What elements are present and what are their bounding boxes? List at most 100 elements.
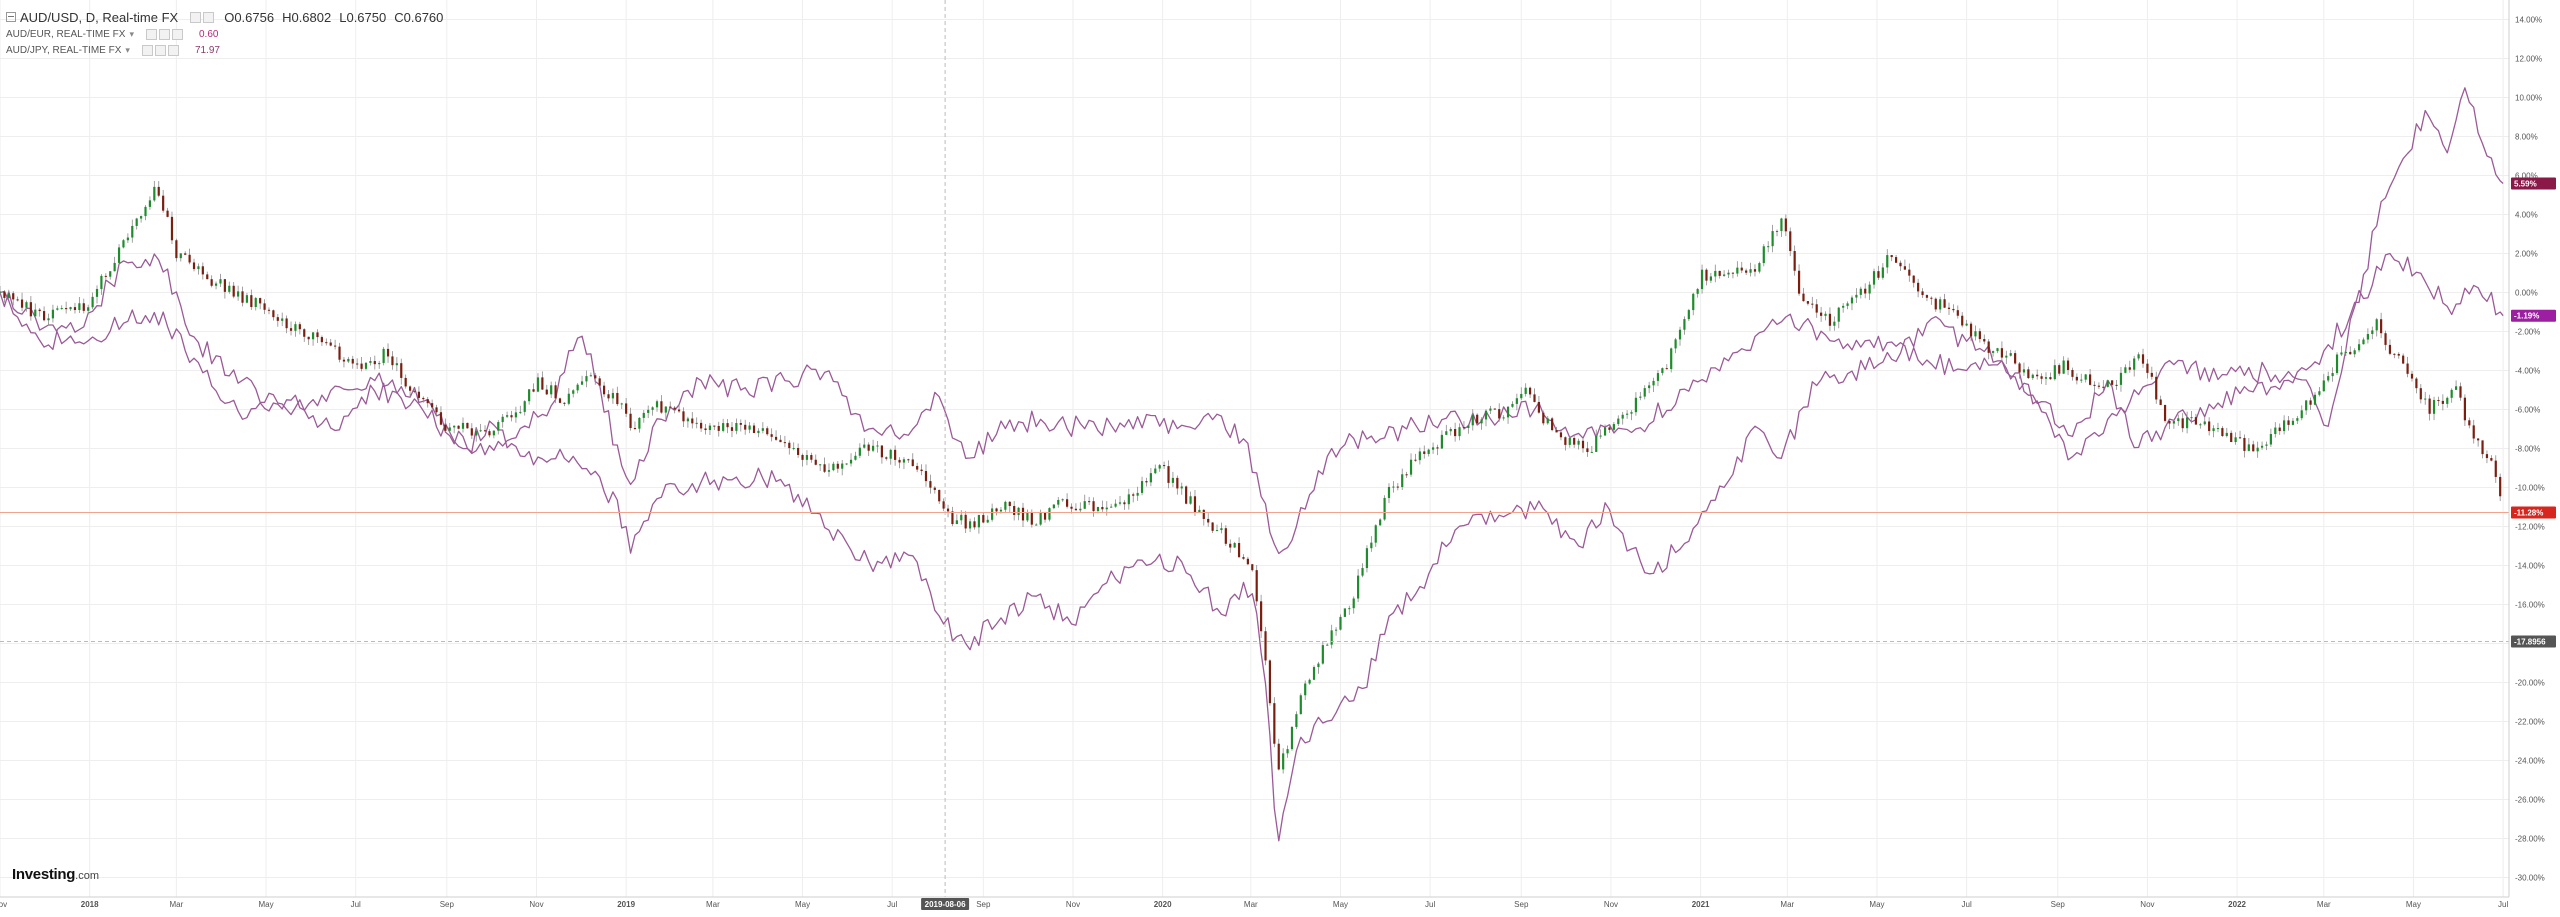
candle-body xyxy=(1348,608,1351,610)
candle-body xyxy=(214,283,218,286)
candle-body xyxy=(1648,385,1651,389)
remove-square-icon[interactable] xyxy=(172,28,183,40)
candle-body xyxy=(2159,399,2162,405)
candle-body xyxy=(1983,339,1986,342)
x-tick-label: May xyxy=(1869,900,1884,909)
overlay-layer xyxy=(0,0,2509,897)
candle-body xyxy=(849,459,853,464)
x-tick-label: 2022 xyxy=(2228,900,2246,909)
candle-body xyxy=(1864,288,1867,294)
candle-body xyxy=(2362,339,2365,345)
candle-body xyxy=(360,363,363,369)
candle-body xyxy=(594,375,597,379)
candle-body xyxy=(2384,333,2387,345)
candle-body xyxy=(2168,420,2171,424)
candle-body xyxy=(955,520,958,525)
candle-body xyxy=(2459,386,2462,398)
candle-body xyxy=(691,418,694,424)
candle-body xyxy=(1850,297,1854,304)
settings-square-icon[interactable] xyxy=(146,28,157,40)
candle-body xyxy=(704,428,707,431)
candle-body xyxy=(2097,385,2101,387)
candle-body xyxy=(1193,496,1197,513)
candle-body xyxy=(664,406,667,413)
candle-body xyxy=(453,425,456,428)
legend-overlay-eur[interactable]: AUD/EUR, REAL-TIME FX ▾ 0.60 xyxy=(6,26,451,42)
candle-body xyxy=(1308,679,1311,684)
candle-body xyxy=(2221,428,2224,436)
candle-body xyxy=(1215,530,1219,532)
candle-body xyxy=(1180,486,1183,489)
hide-square-icon[interactable] xyxy=(203,11,215,23)
y-tick-label: -28.00% xyxy=(2515,835,2545,844)
candle-body xyxy=(2137,354,2140,359)
candle-body xyxy=(2066,360,2070,370)
candle-body xyxy=(611,392,615,399)
candle-body xyxy=(1908,269,1911,276)
candle-body xyxy=(801,454,804,460)
candle-body xyxy=(2468,420,2471,426)
candle-body xyxy=(2432,399,2436,414)
candle-body xyxy=(1551,418,1554,431)
candle-body xyxy=(1189,496,1192,504)
hide-square-icon[interactable] xyxy=(154,44,166,56)
candle-body xyxy=(2216,428,2220,430)
candle-body xyxy=(1723,274,1726,276)
candle-body xyxy=(0,291,2,293)
candle-body xyxy=(1736,267,1739,274)
chevron-down-icon[interactable]: ▾ xyxy=(129,28,134,39)
candle-body xyxy=(166,210,169,217)
candle-body xyxy=(1621,414,1624,419)
y-tick-label: -14.00% xyxy=(2515,562,2545,571)
candle-body xyxy=(1833,321,1836,326)
candle-body xyxy=(1418,451,1421,461)
candle-body xyxy=(1718,270,1721,276)
candle-body xyxy=(2375,319,2378,331)
candle-body xyxy=(1793,251,1796,271)
remove-square-icon[interactable] xyxy=(167,44,179,56)
y-tick-label: -24.00% xyxy=(2515,757,2545,766)
x-tick-label: Jul xyxy=(351,900,361,909)
candle-body xyxy=(1590,451,1593,453)
candle-body xyxy=(814,459,817,465)
candle-body xyxy=(1789,231,1792,252)
candle-body xyxy=(2477,438,2480,441)
candle-body xyxy=(1114,503,1117,507)
collapse-toggle-icon[interactable] xyxy=(6,12,16,22)
settings-square-icon[interactable] xyxy=(190,11,202,23)
candle-body xyxy=(1802,293,1805,302)
chevron-down-icon[interactable]: ▾ xyxy=(125,44,130,55)
candle-body xyxy=(889,449,892,459)
candle-body xyxy=(1489,408,1492,411)
candle-body xyxy=(2111,380,2114,385)
candle-body xyxy=(2318,391,2321,395)
candle-body xyxy=(1260,601,1263,632)
candle-body xyxy=(1088,501,1091,503)
candle-body xyxy=(2450,389,2453,398)
candle-body xyxy=(991,508,994,520)
candle-body xyxy=(2335,354,2339,374)
candle-body xyxy=(1092,501,1095,512)
candle-body xyxy=(880,445,883,458)
candle-body xyxy=(717,425,720,431)
hide-square-icon[interactable] xyxy=(159,28,170,40)
candle-body xyxy=(700,422,703,429)
candle-body xyxy=(885,457,888,459)
candle-body xyxy=(126,237,129,241)
candle-body xyxy=(1696,289,1699,294)
candle-body xyxy=(117,247,121,263)
legend-overlay-jpy[interactable]: AUD/JPY, REAL-TIME FX ▾ 71.97 xyxy=(6,42,451,58)
candle-body xyxy=(1079,508,1082,511)
candle-body xyxy=(929,481,932,488)
candle-body xyxy=(1048,508,1051,520)
candle-body xyxy=(104,275,107,277)
settings-square-icon[interactable] xyxy=(141,44,153,56)
candle-body xyxy=(2344,351,2347,353)
candle-body xyxy=(1626,413,1629,415)
candle-body xyxy=(1820,312,1823,316)
candle-body xyxy=(153,186,156,201)
candle-body xyxy=(1872,271,1876,285)
candle-body xyxy=(2128,367,2131,370)
